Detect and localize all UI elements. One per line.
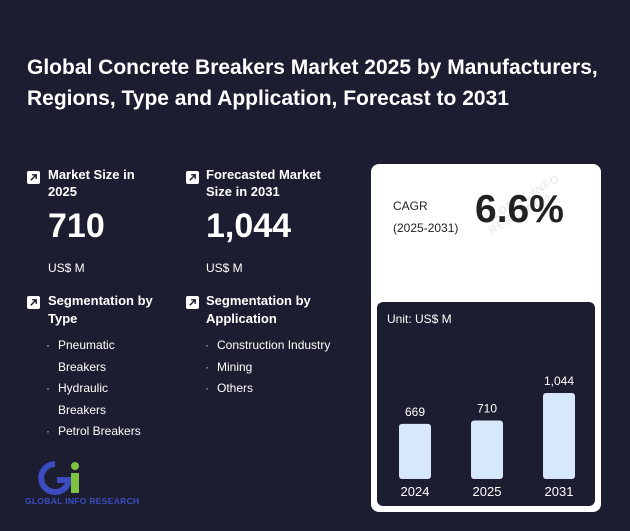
bar-value-label: 669 (405, 405, 425, 419)
company-logo: GLOBAL INFO RESEARCH (25, 458, 157, 506)
seg-type-list: Pneumatic Breakers Hydraulic Breakers Pe… (46, 335, 156, 443)
market-size-label: Market Size in 2025 (48, 167, 135, 199)
list-item: Petrol Breakers (46, 421, 156, 443)
x-tick-label: 2024 (401, 484, 430, 499)
forecast-size-unit: US$ M (206, 261, 243, 275)
x-tick-label: 2025 (473, 484, 502, 499)
cagr-value: 6.6% (475, 188, 564, 231)
bar-2024 (399, 423, 431, 479)
page-title: Global Concrete Breakers Market 2025 by … (27, 56, 598, 110)
arrow-icon (27, 296, 40, 309)
cagr-period: (2025-2031) (393, 221, 459, 235)
arrow-icon (186, 296, 199, 309)
bar-value-label: 710 (477, 402, 497, 416)
logo-text: GLOBAL INFO RESEARCH (25, 496, 140, 506)
bar-value-label: 1,044 (544, 374, 574, 388)
bar-2025 (471, 420, 503, 479)
bar-chart-svg: 669 2024 710 2025 1,044 2031 (399, 374, 575, 499)
seg-app-list: Construction Industry Mining Others (205, 335, 355, 400)
logo-mark-icon (38, 461, 79, 495)
list-item: Construction Industry (205, 335, 355, 357)
seg-app-label: Segmentation by Application (206, 293, 311, 326)
forecast-size-label: Forecasted Market Size in 2031 (206, 167, 321, 199)
arrow-icon (27, 171, 40, 184)
list-item: Pneumatic Breakers (46, 335, 156, 378)
seg-type-label: Segmentation by Type (48, 293, 153, 326)
chart-unit-label: Unit: US$ M (387, 312, 452, 326)
x-tick-label: 2031 (545, 484, 574, 499)
list-item: Others (205, 378, 355, 400)
arrow-icon (186, 171, 199, 184)
bar-2031 (543, 393, 575, 479)
bar-chart: Unit: US$ M 669 2024 710 2025 1,044 2031 (377, 302, 595, 506)
list-item: Hydraulic Breakers (46, 378, 156, 421)
cagr-label: CAGR (2025-2031) (393, 195, 458, 239)
cagr-card: GLOBAL INFO RESEARCH CAGR (2025-2031) 6.… (371, 164, 601, 512)
forecast-size-value: 1,044 (206, 207, 292, 245)
market-size-unit: US$ M (48, 261, 85, 275)
list-item: Mining (205, 357, 355, 379)
cagr-title: CAGR (393, 199, 428, 213)
market-size-value: 710 (48, 207, 105, 245)
